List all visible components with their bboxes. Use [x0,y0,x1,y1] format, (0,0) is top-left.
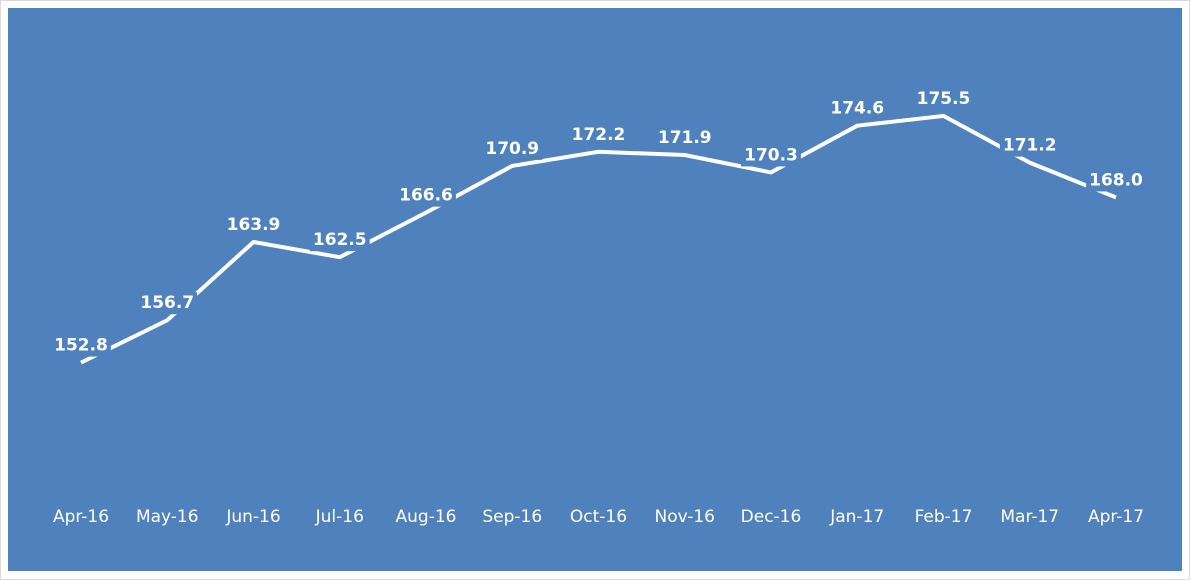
label-bg [741,144,801,167]
label-bg [654,127,715,150]
value-label: 162.5 [313,230,367,250]
x-tick-label: Jun-16 [225,507,280,527]
label-bg [913,87,974,110]
value-label: 174.6 [830,99,884,119]
value-label: 171.2 [1003,136,1057,156]
line [80,113,1117,365]
label-bg [999,134,1060,157]
x-tick-label: May-16 [136,507,199,527]
chart-area [8,8,1182,571]
x-tick-label: Feb-17 [915,507,973,527]
label-bg [396,184,456,207]
value-label: 166.6 [399,186,453,206]
label-bg [309,229,370,252]
value-label: 170.9 [485,139,539,159]
value-label: 156.7 [140,293,194,313]
x-tick-label: Apr-16 [53,507,109,527]
value-label: 168.0 [1089,170,1143,190]
label-bg [1086,169,1147,192]
x-tick-label: Dec-16 [741,507,802,527]
label-bg [51,334,111,357]
value-label: 170.3 [744,145,798,165]
value-label: 175.5 [917,89,971,109]
value-label: 163.9 [227,215,281,235]
value-label: 172.2 [572,125,626,145]
value-label: 152.8 [54,336,108,356]
x-tick-label: Mar-17 [1000,507,1059,527]
label-bg [568,123,629,146]
x-tick-label: Apr-17 [1088,507,1144,527]
x-tick-label: Jan-17 [829,507,884,527]
label-bg [223,213,284,236]
x-tick-label: Nov-16 [655,507,716,527]
x-tick-label: Jul-16 [315,507,364,527]
label-bg [137,292,198,315]
label-bg [482,137,543,160]
x-tick-label: Oct-16 [570,507,627,527]
value-label: 171.9 [658,128,712,148]
label-bg [827,97,888,120]
x-tick-label: Aug-16 [396,507,457,527]
x-tick-label: Sep-16 [482,507,542,527]
